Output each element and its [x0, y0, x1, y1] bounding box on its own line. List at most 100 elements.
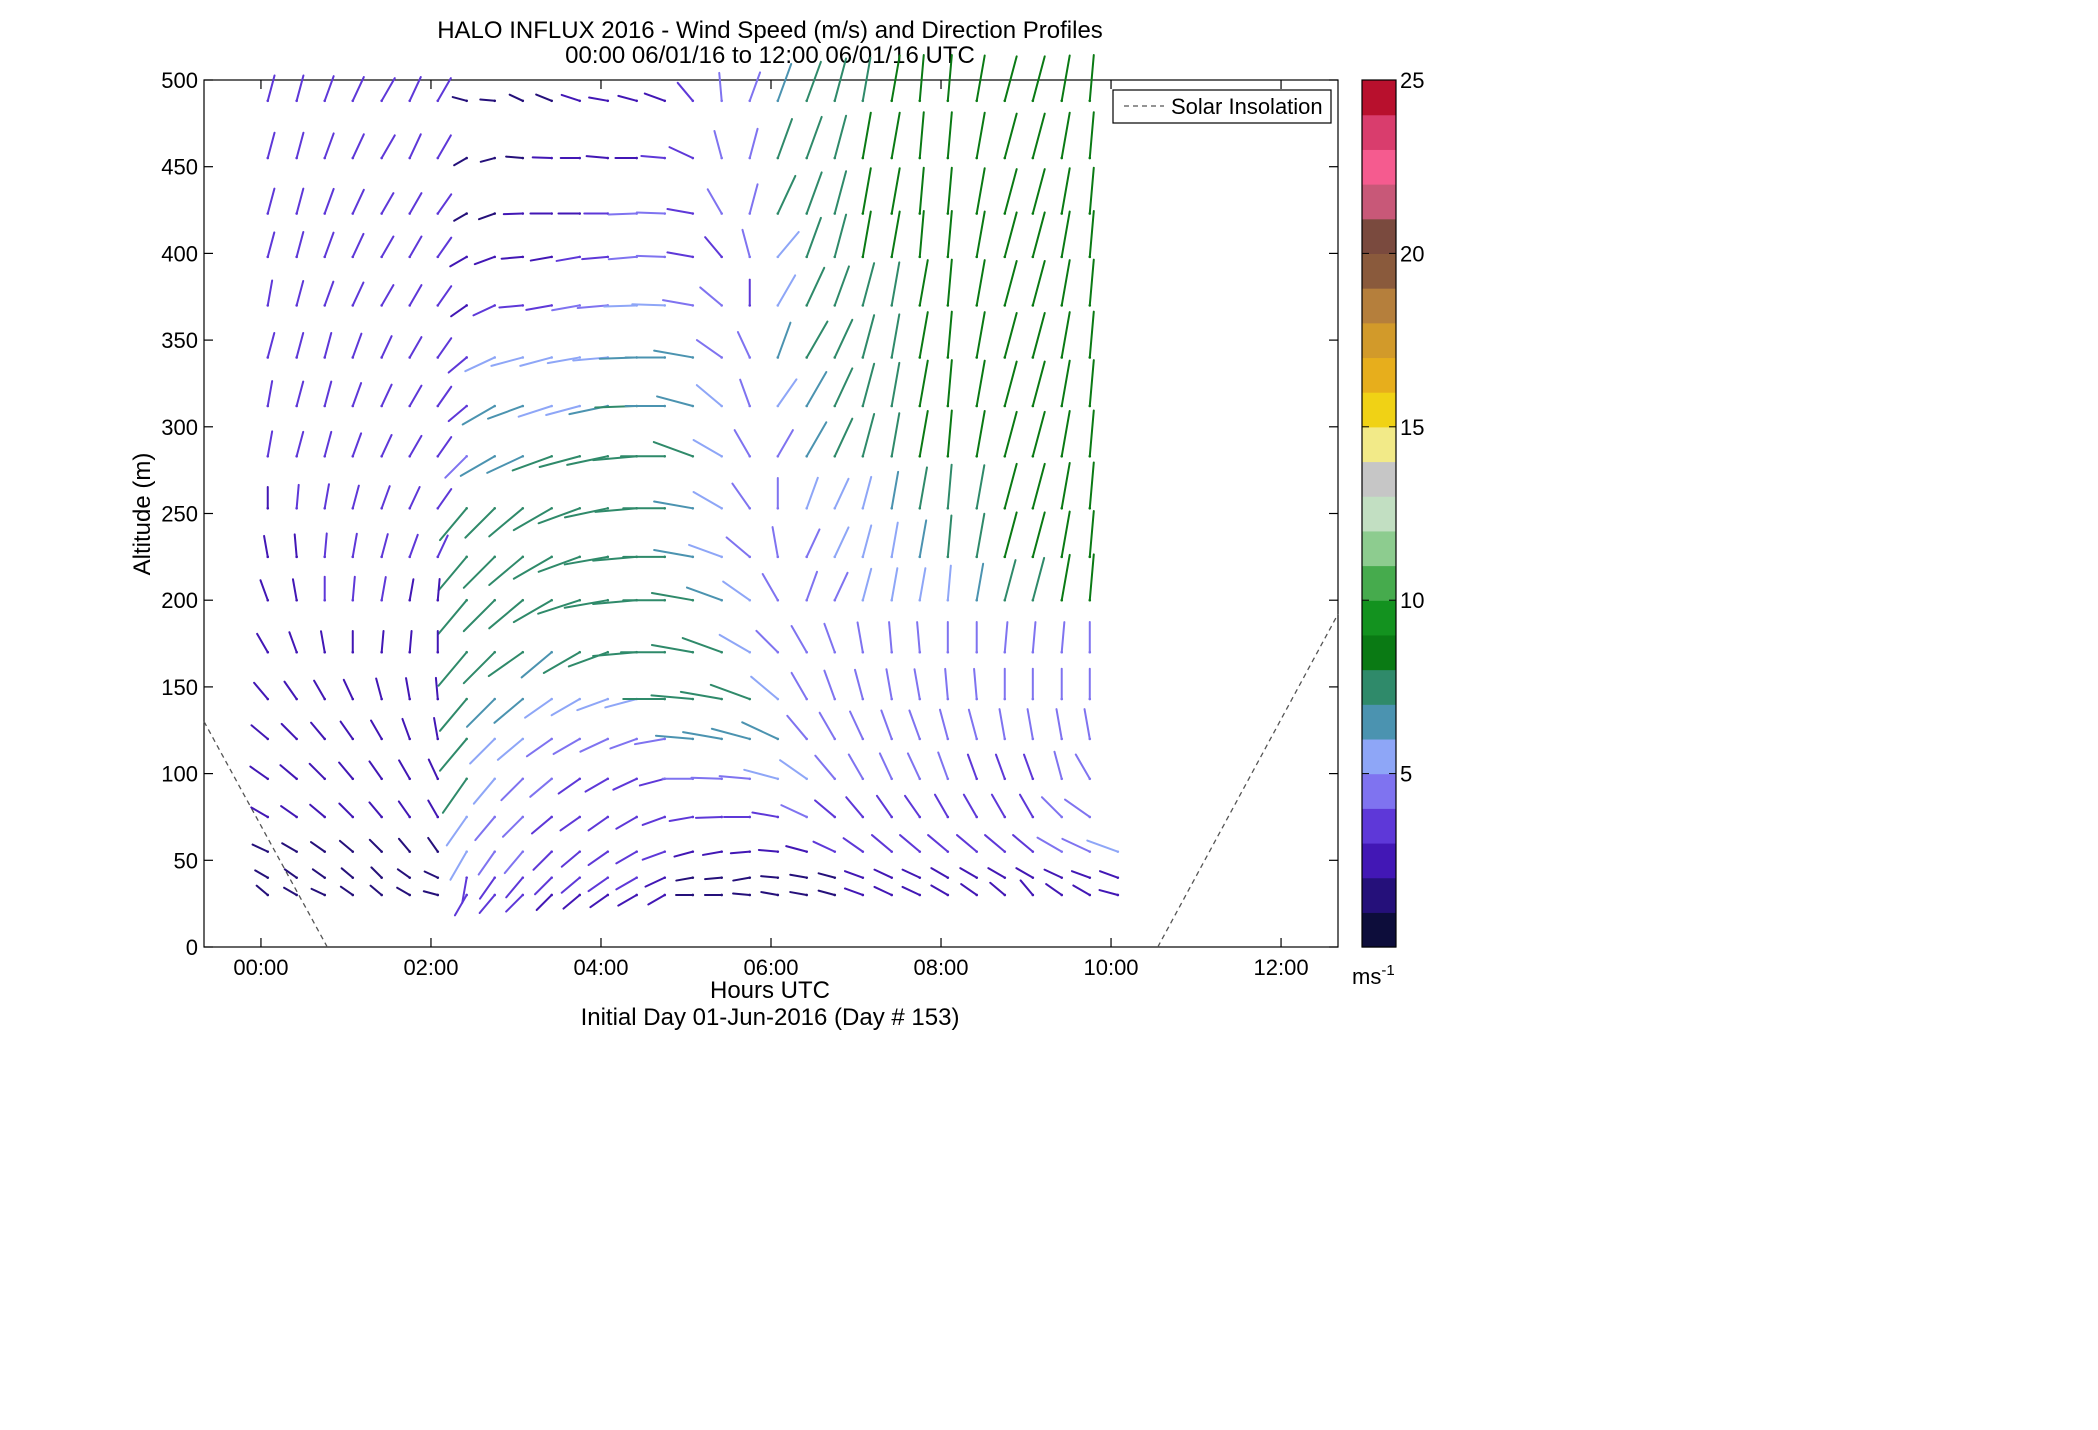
wind-vector-origin	[295, 506, 298, 510]
wind-vector	[732, 876, 751, 882]
wind-vector-origin	[1003, 650, 1007, 654]
wind-vector	[640, 154, 666, 160]
wind-vector	[380, 235, 395, 258]
wind-vector-origin	[890, 99, 894, 103]
wind-vector-origin	[890, 304, 894, 307]
wind-vector-origin	[776, 850, 780, 853]
wind-vector-origin	[408, 212, 412, 215]
wind-vector-origin	[606, 598, 610, 602]
wind-vector	[1018, 793, 1034, 818]
wind-vector	[1072, 884, 1091, 896]
wind-vector-origin	[436, 404, 440, 408]
wind-vector-origin	[861, 598, 865, 602]
wind-vector	[776, 174, 797, 215]
wind-vector	[408, 235, 423, 258]
wind-vector	[351, 232, 365, 258]
wind-vector	[295, 483, 300, 510]
wind-vector	[427, 799, 439, 818]
wind-vector-origin	[295, 356, 298, 359]
wind-vector-origin	[1060, 356, 1064, 359]
wind-vector-origin	[436, 697, 440, 701]
wind-vector	[563, 555, 609, 566]
wind-vector	[918, 359, 929, 407]
wind-vector	[308, 762, 326, 780]
wind-vector-origin	[578, 876, 582, 879]
wind-vector	[1031, 360, 1046, 407]
wind-vector-origin	[380, 893, 383, 897]
wind-vector-origin	[380, 404, 383, 408]
wind-vector	[743, 768, 779, 780]
wind-vector-origin	[663, 850, 667, 853]
wind-vector-origin	[493, 212, 497, 215]
wind-vector-origin	[323, 650, 327, 654]
y-tick-label: 100	[161, 762, 198, 787]
wind-vector-origin	[436, 356, 440, 359]
wind-vector	[438, 698, 468, 732]
wind-vector	[1003, 112, 1018, 160]
wind-vector-origin	[720, 737, 723, 741]
wind-vector	[266, 187, 276, 215]
wind-vector	[776, 230, 800, 258]
wind-vector-origin	[521, 598, 525, 602]
wind-vector	[776, 321, 792, 359]
wind-vector	[946, 258, 953, 307]
wind-vector-origin	[720, 99, 723, 103]
wind-vector	[551, 304, 581, 312]
wind-vector	[833, 571, 849, 602]
wind-vector	[579, 737, 609, 753]
wind-vector-origin	[861, 454, 865, 458]
wind-vector-origin	[1060, 454, 1064, 458]
x-axis-sublabel: Initial Day 01-Jun-2016 (Day # 153)	[581, 1004, 960, 1031]
wind-vector-origin	[408, 555, 412, 559]
wind-vector	[688, 543, 723, 558]
wind-vector-origin	[918, 304, 922, 307]
wind-vector	[603, 304, 638, 308]
wind-vector	[397, 800, 411, 818]
wind-vector	[641, 850, 666, 861]
wind-vector-origin	[720, 304, 723, 307]
wind-vector-origin	[805, 815, 809, 819]
wind-vector	[653, 549, 694, 558]
wind-vector-origin	[805, 598, 809, 602]
wind-vector	[695, 339, 723, 359]
wind-vector-origin	[890, 697, 894, 701]
wind-vector	[1043, 868, 1063, 879]
wind-vector-origin	[1003, 555, 1007, 559]
wind-vector-origin	[946, 697, 950, 701]
wind-vector	[790, 671, 808, 701]
wind-vector-origin	[861, 876, 865, 879]
wind-vector-origin	[606, 777, 610, 781]
wind-vector	[805, 115, 823, 160]
wind-vector-origin	[975, 697, 979, 701]
x-ticks: 00:00 02:00 04:00 06:00 08:00 10:00 12:00	[233, 80, 1309, 980]
wind-vector-origin	[748, 212, 752, 215]
wind-vector	[890, 567, 899, 602]
wind-vector-origin	[380, 737, 383, 741]
wind-vector-origin	[975, 506, 979, 510]
wind-vector-origin	[380, 304, 383, 307]
wind-vector	[1060, 167, 1071, 215]
wind-vector-origin	[408, 876, 412, 879]
wind-vector	[295, 380, 305, 407]
wind-vector	[1031, 511, 1046, 558]
wind-vector-origin	[1003, 697, 1007, 701]
wind-vector	[776, 62, 793, 102]
wind-vector	[449, 255, 468, 268]
wind-vector-origin	[266, 893, 270, 897]
wind-vector	[1060, 54, 1071, 102]
wind-vector	[790, 625, 808, 654]
wind-vector	[1098, 889, 1119, 896]
wind-vector	[488, 507, 524, 538]
wind-vector-origin	[748, 304, 752, 307]
wind-vector	[266, 131, 276, 160]
wind-vector	[776, 429, 794, 458]
wind-vector	[462, 651, 496, 685]
wind-vector	[479, 98, 496, 102]
wind-vector	[408, 578, 415, 602]
wind-vector-origin	[408, 598, 412, 602]
wind-vector	[380, 485, 391, 510]
wind-vector	[946, 409, 953, 458]
wind-vector-origin	[578, 555, 582, 559]
wind-vector-origin	[493, 506, 497, 510]
wind-vector	[295, 430, 305, 458]
